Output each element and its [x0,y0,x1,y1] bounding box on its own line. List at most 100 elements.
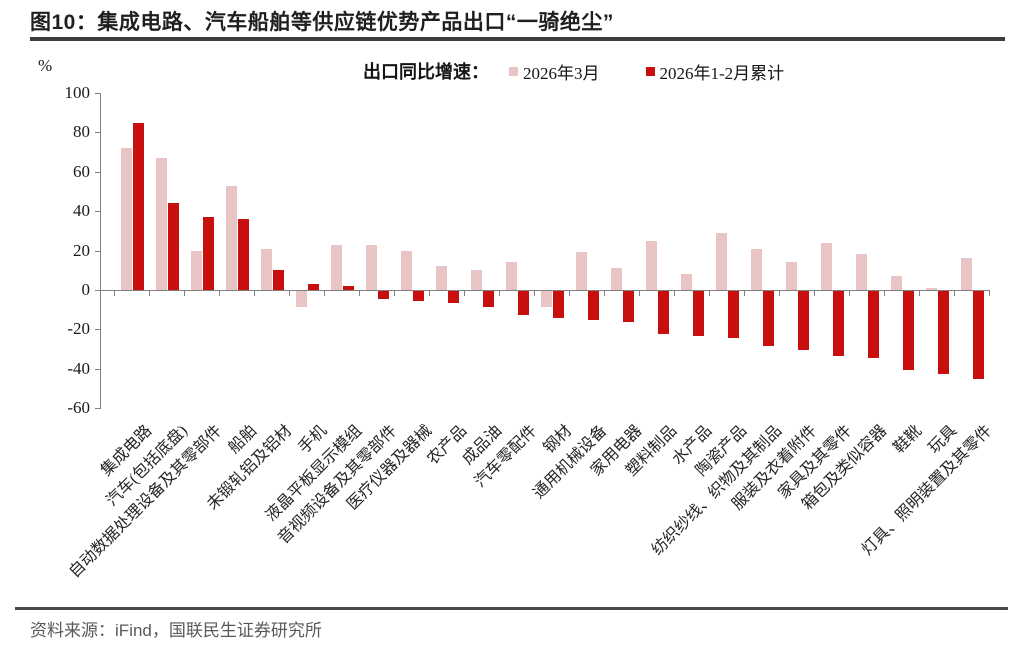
bar-jan-feb-2026 [832,290,844,356]
bar-jan-feb-2026 [482,290,494,307]
legend-item-cumulative: 2026年1-2月累计 [645,59,785,84]
x-tick [604,291,605,296]
bar-jan-feb-2026 [517,290,529,315]
bar-march-2026 [750,248,762,290]
bar-march-2026 [540,290,552,307]
bar-march-2026 [610,268,622,290]
x-tick [464,291,465,296]
x-tick [149,291,150,296]
legend-title: 出口同比增速： [363,62,489,82]
y-tick [95,171,100,173]
bar-march-2026 [190,250,202,290]
y-tick-label: 0 [81,279,91,299]
x-tick [289,291,290,296]
bar-march-2026 [645,240,657,290]
y-tick [95,289,100,291]
x-tick [184,291,185,296]
x-tick [709,291,710,296]
source-rule [15,607,1008,610]
y-tick [95,93,100,94]
bar-jan-feb-2026 [167,203,179,290]
bar-march-2026 [330,244,342,290]
x-tick [814,291,815,296]
x-tick [569,291,570,296]
bar-march-2026 [680,274,692,290]
bar-march-2026 [120,148,132,290]
y-axis-unit-label: % [38,56,53,75]
bar-jan-feb-2026 [237,219,249,290]
x-tick [359,291,360,296]
bar-jan-feb-2026 [342,285,354,290]
bar-march-2026 [960,258,972,290]
bar-march-2026 [365,244,377,290]
bar-march-2026 [715,232,727,290]
bar-jan-feb-2026 [692,290,704,337]
y-tick [95,250,100,252]
y-tick-label: 80 [73,122,90,142]
x-tick [639,291,640,296]
bar-march-2026 [820,242,832,290]
bar-jan-feb-2026 [622,290,634,323]
bar-jan-feb-2026 [902,290,914,370]
y-tick-label: -20 [67,319,90,339]
y-tick-label: 60 [73,161,90,181]
x-tick [499,291,500,296]
x-axis-labels: 集成电路 汽车(包括底盘) 自动数据处理设备及其零部件 船舶 未锻轧铝及铝材 手机 液晶平板… [67,418,1000,608]
figure-title: 图10：集成电路、汽车船舶等供应链优势产品出口“一骑绝尘” [30,11,614,34]
bar-chart: % 出口同比增速： 2026年3月 2026年1-2月累计 100 80 60 40 2… [0,52,1024,608]
bar-march-2026 [785,262,797,290]
bar-jan-feb-2026 [762,290,774,346]
bar-jan-feb-2026 [972,290,984,380]
x-tick [849,291,850,296]
x-tick [219,291,220,296]
bar-jan-feb-2026 [132,122,144,290]
x-tick [744,291,745,296]
bar-march-2026 [435,266,447,290]
source-text: 资料来源：iFind，国联民生证券研究所 [30,621,322,640]
bar-march-2026 [400,250,412,290]
x-axis-line [100,290,990,291]
bar-march-2026 [505,262,517,290]
x-tick [989,291,990,296]
x-tick [394,291,395,296]
x-tick [674,291,675,296]
bar-jan-feb-2026 [412,290,424,301]
y-tick-label: 20 [73,240,90,260]
x-tick [779,291,780,296]
bar-march-2026 [925,287,937,290]
bar-march-2026 [470,270,482,290]
y-tick [95,408,100,409]
bar-march-2026 [260,248,272,290]
bar-jan-feb-2026 [797,290,809,350]
x-tick [954,291,955,296]
bar-jan-feb-2026 [272,270,284,290]
x-tick [534,291,535,296]
bar-jan-feb-2026 [727,290,739,339]
y-tick-label: 100 [64,83,91,102]
legend-swatch-cumulative-icon [645,66,655,76]
bar-jan-feb-2026 [657,290,669,335]
x-tick [429,291,430,296]
legend-label-march: 2026年3月 [523,63,600,83]
y-tick [95,211,100,213]
bar-jan-feb-2026 [867,290,879,358]
bar-jan-feb-2026 [447,290,459,303]
bar-jan-feb-2026 [587,290,599,321]
y-axis-line [100,93,101,409]
bar-march-2026 [225,185,237,290]
y-tick-label: -40 [67,358,90,378]
y-tick [95,368,100,370]
y-tick [95,329,100,331]
legend-label-cumulative: 2026年1-2月累计 [659,63,785,83]
bar-jan-feb-2026 [377,290,389,299]
bar-jan-feb-2026 [937,290,949,374]
bar-march-2026 [890,276,902,290]
bar-march-2026 [575,252,587,290]
x-tick [114,291,115,296]
x-axis-label-text: 鞋靴 [891,422,926,457]
x-tick [324,291,325,296]
title-rule [30,37,1005,41]
legend-swatch-march-icon [509,66,518,76]
x-tick [254,291,255,296]
